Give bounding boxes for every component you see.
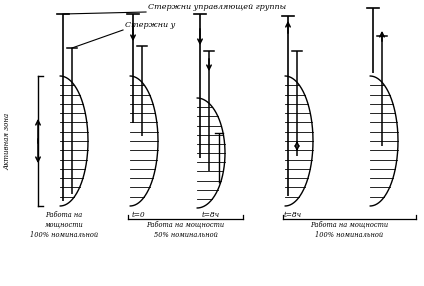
Text: t=0: t=0 <box>131 211 145 219</box>
Text: Стержни у: Стержни у <box>125 21 175 29</box>
Text: Работа на мощности
50% номинальной: Работа на мощности 50% номинальной <box>146 221 225 239</box>
Text: Работа на
мощности
100% номинальной: Работа на мощности 100% номинальной <box>30 211 98 239</box>
Text: Работа на мощности
100% номинальной: Работа на мощности 100% номинальной <box>310 221 388 239</box>
Text: t=8ч: t=8ч <box>202 211 220 219</box>
Text: Активная зона: Активная зона <box>3 112 11 170</box>
Text: t=8ч: t=8ч <box>284 211 302 219</box>
Text: Стержни управляющей группы: Стержни управляющей группы <box>148 3 286 11</box>
